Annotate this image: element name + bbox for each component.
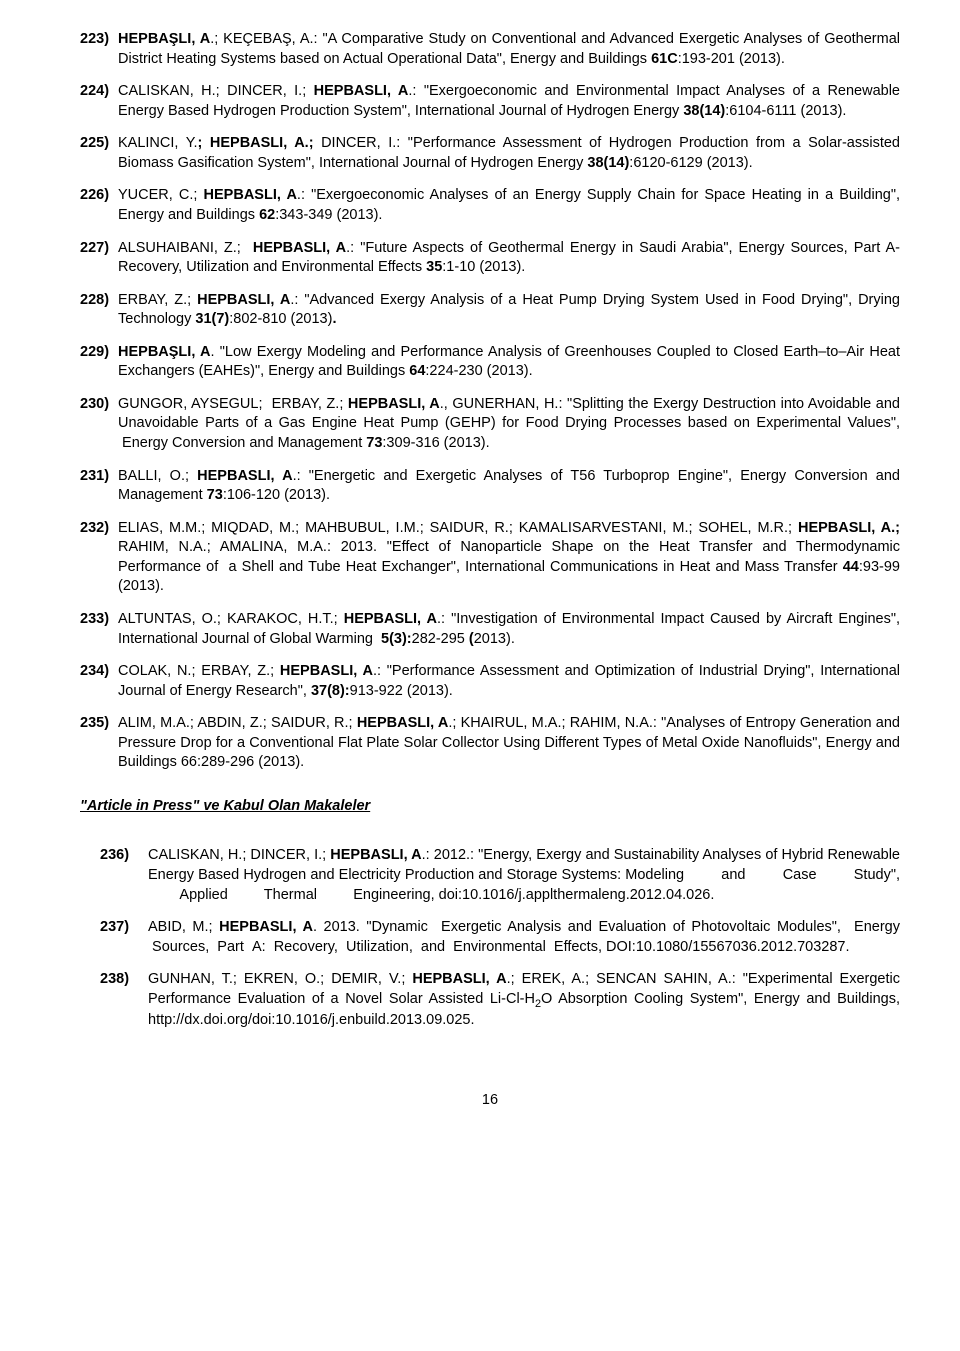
publication-entry: 235)ALIM, M.A.; ABDIN, Z.; SAIDUR, R.; H…	[80, 714, 900, 773]
entry-text: ALIM, M.A.; ABDIN, Z.; SAIDUR, R.; HEPBA…	[118, 714, 900, 773]
entry-number: 224)	[80, 82, 118, 121]
entry-number: 228)	[80, 291, 118, 330]
publication-entry: 238)GUNHAN, T.; EKREN, O.; DEMIR, V.; HE…	[80, 970, 900, 1031]
entry-text: COLAK, N.; ERBAY, Z.; HEPBASLI, A.: "Per…	[118, 662, 900, 701]
entry-text: HEPBAŞLI, A. "Low Exergy Modeling and Pe…	[118, 343, 900, 382]
entry-text: ALTUNTAS, O.; KARAKOC, H.T.; HEPBASLI, A…	[118, 610, 900, 649]
publication-entry: 228)ERBAY, Z.; HEPBASLI, A.: "Advanced E…	[80, 291, 900, 330]
publication-entry: 229)HEPBAŞLI, A. "Low Exergy Modeling an…	[80, 343, 900, 382]
entry-text: CALISKAN, H.; DINCER, I.; HEPBASLI, A.: …	[118, 82, 900, 121]
entry-text: ELIAS, M.M.; MIQDAD, M.; MAHBUBUL, I.M.;…	[118, 519, 900, 597]
section-title: "Article in Press" ve Kabul Olan Makalel…	[80, 797, 900, 817]
publication-entry: 234)COLAK, N.; ERBAY, Z.; HEPBASLI, A.: …	[80, 662, 900, 701]
publication-entry: 236)CALISKAN, H.; DINCER, I.; HEPBASLI, …	[80, 846, 900, 905]
entry-number: 230)	[80, 395, 118, 454]
entry-text: ERBAY, Z.; HEPBASLI, A.: "Advanced Exerg…	[118, 291, 900, 330]
inpress-list: 236)CALISKAN, H.; DINCER, I.; HEPBASLI, …	[80, 846, 900, 1031]
publication-list: 223)HEPBAŞLI, A.; KEÇEBAŞ, A.: "A Compar…	[80, 30, 900, 773]
publication-entry: 226)YUCER, C.; HEPBASLI, A.: "Exergoecon…	[80, 186, 900, 225]
entry-number: 233)	[80, 610, 118, 649]
entry-text: HEPBAŞLI, A.; KEÇEBAŞ, A.: "A Comparativ…	[118, 30, 900, 69]
entry-text: ALSUHAIBANI, Z.; HEPBASLI, A.: "Future A…	[118, 239, 900, 278]
entry-number: 229)	[80, 343, 118, 382]
entry-number: 225)	[80, 134, 118, 173]
entry-number: 237)	[100, 918, 148, 957]
publication-entry: 232)ELIAS, M.M.; MIQDAD, M.; MAHBUBUL, I…	[80, 519, 900, 597]
page-number: 16	[80, 1091, 900, 1111]
publication-entry: 223)HEPBAŞLI, A.; KEÇEBAŞ, A.: "A Compar…	[80, 30, 900, 69]
entry-number: 235)	[80, 714, 118, 773]
entry-number: 223)	[80, 30, 118, 69]
entry-text: CALISKAN, H.; DINCER, I.; HEPBASLI, A.: …	[148, 846, 900, 905]
entry-number: 226)	[80, 186, 118, 225]
entry-text: BALLI, O.; HEPBASLI, A.: "Energetic and …	[118, 467, 900, 506]
publication-entry: 231)BALLI, O.; HEPBASLI, A.: "Energetic …	[80, 467, 900, 506]
entry-text: GUNGOR, AYSEGUL; ERBAY, Z.; HEPBASLI, A.…	[118, 395, 900, 454]
publication-entry: 233)ALTUNTAS, O.; KARAKOC, H.T.; HEPBASL…	[80, 610, 900, 649]
entry-number: 234)	[80, 662, 118, 701]
entry-text: KALINCI, Y.; HEPBASLI, A.; DINCER, I.: "…	[118, 134, 900, 173]
publication-entry: 225)KALINCI, Y.; HEPBASLI, A.; DINCER, I…	[80, 134, 900, 173]
entry-text: ABID, M.; HEPBASLI, A. 2013. "Dynamic Ex…	[148, 918, 900, 957]
entry-text: GUNHAN, T.; EKREN, O.; DEMIR, V.; HEPBAS…	[148, 970, 900, 1031]
publication-entry: 224)CALISKAN, H.; DINCER, I.; HEPBASLI, …	[80, 82, 900, 121]
publication-entry: 230)GUNGOR, AYSEGUL; ERBAY, Z.; HEPBASLI…	[80, 395, 900, 454]
entry-text: YUCER, C.; HEPBASLI, A.: "Exergoeconomic…	[118, 186, 900, 225]
publication-entry: 227)ALSUHAIBANI, Z.; HEPBASLI, A.: "Futu…	[80, 239, 900, 278]
entry-number: 238)	[100, 970, 148, 1031]
publication-entry: 237)ABID, M.; HEPBASLI, A. 2013. "Dynami…	[80, 918, 900, 957]
entry-number: 227)	[80, 239, 118, 278]
entry-number: 231)	[80, 467, 118, 506]
entry-number: 236)	[100, 846, 148, 905]
entry-number: 232)	[80, 519, 118, 597]
